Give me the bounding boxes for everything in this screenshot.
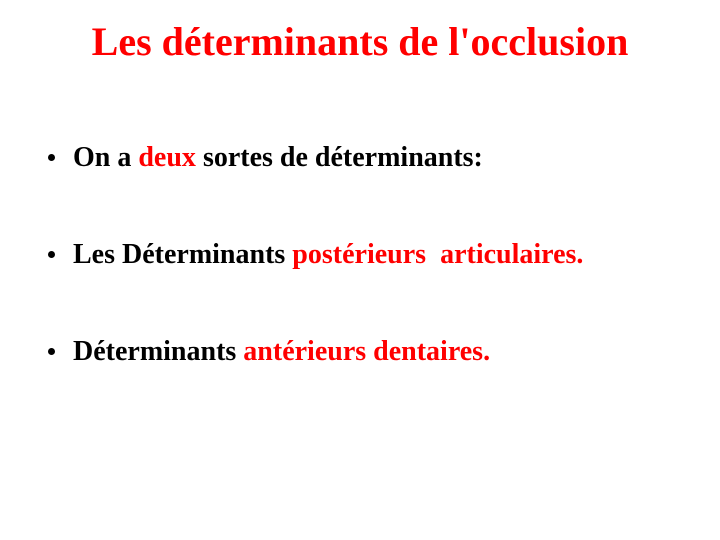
text-segment: Déterminants [73,336,243,367]
text-segment: sortes de déterminants: [203,142,483,173]
slide-title: Les déterminants de l'occlusion [0,18,720,66]
text-segment: deux [138,142,203,173]
text-segment: antérieurs dentaires. [243,336,490,367]
bullet-dot-icon [48,251,55,258]
text-segment: postérieurs [292,239,433,270]
bullet-text: On a deux sortes de déterminants: [73,140,483,175]
text-segment: articulaires. [433,239,583,270]
text-segment: On a [73,142,138,173]
list-item: Les Déterminants postérieurs articulaire… [48,237,680,272]
bullet-text: Déterminants antérieurs dentaires. [73,334,490,369]
slide: Les déterminants de l'occlusion On a deu… [0,0,720,540]
bullet-list: On a deux sortes de déterminants: Les Dé… [48,140,680,431]
text-segment: Les Déterminants [73,239,292,270]
bullet-text: Les Déterminants postérieurs articulaire… [73,237,583,272]
list-item: Déterminants antérieurs dentaires. [48,334,680,369]
list-item: On a deux sortes de déterminants: [48,140,680,175]
bullet-dot-icon [48,348,55,355]
bullet-dot-icon [48,154,55,161]
